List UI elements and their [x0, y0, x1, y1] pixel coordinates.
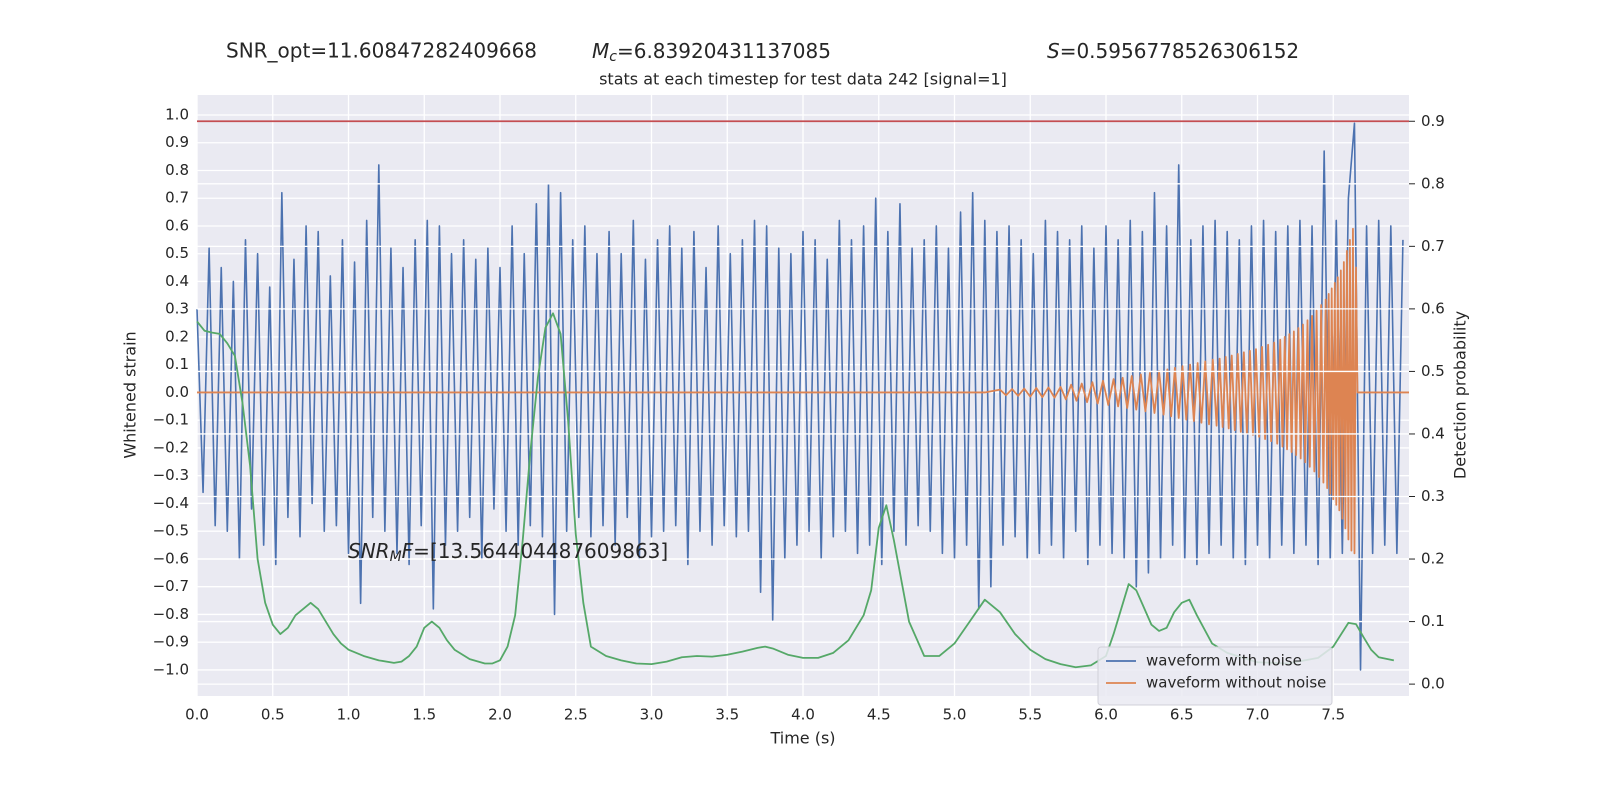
x-tick-label: 3.5 — [715, 706, 739, 724]
spin-symbol: S — [1047, 39, 1060, 63]
y-tick-label: −0.4 — [153, 494, 189, 512]
y-tick-label: −0.7 — [153, 577, 189, 595]
y-tick-label: 0.0 — [165, 383, 189, 401]
snr-mf-rest: F — [402, 539, 414, 563]
snr-mf-symbol: SNR — [348, 539, 390, 563]
snr-mf: SNRMF=[13.564404487609863] — [348, 539, 668, 566]
y2-tick-label: 0.6 — [1421, 299, 1445, 317]
snr-mf-value: =[13.564404487609863] — [413, 539, 668, 563]
y2-tick-label: 0.9 — [1421, 112, 1445, 130]
y-tick-label: 0.6 — [165, 216, 189, 234]
y2-tick-label: 0.0 — [1421, 675, 1445, 693]
x-tick-label: 5.5 — [1018, 706, 1042, 724]
legend-label: waveform without noise — [1146, 674, 1326, 692]
y-tick-label: −0.2 — [153, 438, 189, 456]
x-tick-label: 0.0 — [185, 706, 209, 724]
chirp-mass-value: =6.83920431137085 — [617, 39, 831, 63]
series-line — [196, 122, 1404, 671]
y-tick-label: 0.3 — [165, 300, 189, 318]
y-tick-label: −0.6 — [153, 549, 189, 567]
y2-tick-label: 0.3 — [1421, 487, 1445, 505]
x-tick-label: 2.5 — [564, 706, 588, 724]
x-tick-label: 2.0 — [488, 706, 512, 724]
y2-tick-label: 0.1 — [1421, 612, 1445, 630]
y-tick-label: 0.5 — [165, 244, 189, 262]
y2-tick-label: 0.5 — [1421, 362, 1445, 380]
snr-mf-subscript: M — [390, 549, 402, 565]
x-tick-label: 3.0 — [640, 706, 664, 724]
y-tick-label: 0.7 — [165, 189, 189, 207]
y-tick-label: 0.9 — [165, 133, 189, 151]
x-tick-label: 6.0 — [1094, 706, 1118, 724]
chart-title: stats at each timestep for test data 242… — [599, 70, 1007, 89]
x-tick-label: 4.5 — [867, 706, 891, 724]
y-tick-label: 0.1 — [165, 355, 189, 373]
x-tick-label: 1.5 — [412, 706, 436, 724]
x-tick-label: 0.5 — [261, 706, 285, 724]
chirp-mass-subscript: c — [609, 49, 617, 65]
x-tick-label: 5.0 — [943, 706, 967, 724]
y2-tick-label: 0.7 — [1421, 237, 1445, 255]
x-tick-label: 1.0 — [337, 706, 361, 724]
chirp-mass: Mc=6.83920431137085 — [592, 39, 831, 66]
y2-axis-label: Detection probability — [1451, 311, 1470, 479]
x-tick-label: 6.5 — [1170, 706, 1194, 724]
y2-tick-label: 0.4 — [1421, 424, 1445, 442]
y-tick-label: −0.9 — [153, 633, 189, 651]
y-tick-label: −0.3 — [153, 466, 189, 484]
y2-tick-label: 0.8 — [1421, 174, 1445, 192]
x-tick-label: 7.5 — [1321, 706, 1345, 724]
y-tick-label: −0.1 — [153, 411, 189, 429]
y-tick-label: −1.0 — [153, 660, 189, 678]
y-tick-label: 0.8 — [165, 161, 189, 179]
x-tick-label: 4.0 — [791, 706, 815, 724]
y-tick-label: −0.5 — [153, 522, 189, 540]
spin-value: =0.5956778526306152 — [1060, 39, 1299, 63]
x-tick-label: 7.0 — [1246, 706, 1270, 724]
y-tick-label: 0.2 — [165, 327, 189, 345]
y-tick-label: 1.0 — [165, 105, 189, 123]
y-axis-label: Whitened strain — [121, 331, 140, 458]
series-line — [196, 312, 1395, 669]
snr-opt: SNR_opt=11.60847282409668 — [226, 39, 537, 63]
chirp-mass-symbol: M — [592, 39, 609, 63]
x-axis-label: Time (s) — [769, 729, 835, 748]
plot-area: −1.0 −0.9 −0.8 −0.7 −0.6 −0.5 −0.4 −0.3 −0.2 −0.1… — [153, 95, 1445, 724]
legend-label: waveform with noise — [1146, 652, 1302, 670]
y-tick-label: −0.8 — [153, 605, 189, 623]
spin: S=0.5956778526306152 — [1047, 39, 1299, 63]
y-tick-label: 0.4 — [165, 272, 189, 290]
y2-tick-label: 0.2 — [1421, 550, 1445, 568]
legend-box — [1097, 646, 1333, 706]
series-line — [197, 227, 1409, 555]
